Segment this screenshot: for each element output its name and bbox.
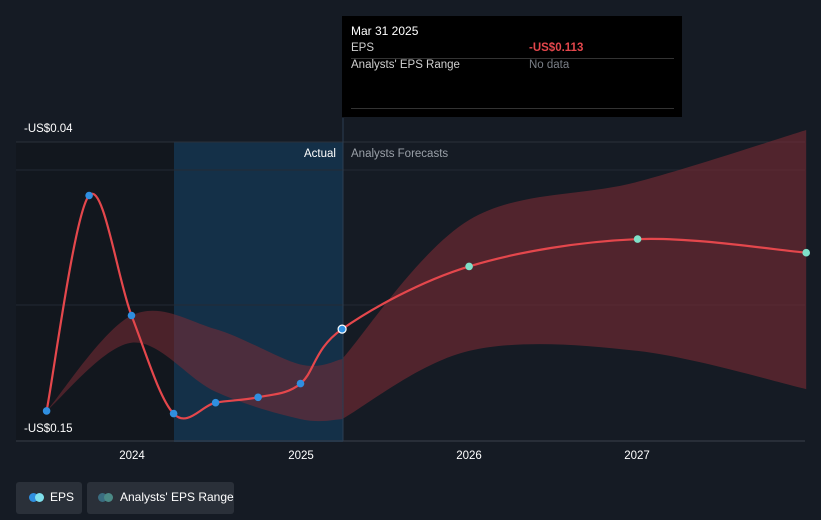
x-tick-2026: 2026 [456,450,482,462]
tooltip-range-label: Analysts' EPS Range [351,59,460,71]
legend-range-label: Analysts' EPS Range [120,490,234,504]
eps-range-area-past [46,310,343,422]
eps-point-9[interactable] [633,235,642,243]
tooltip-eps-value: -US$0.113 [529,42,584,54]
eps-legend-icon [29,493,38,502]
eps-point-0[interactable] [42,407,51,415]
legend-range[interactable]: Analysts' EPS Range [87,482,234,514]
range-legend-icon-2 [104,493,113,502]
eps-range-area-forecast [342,130,807,420]
tooltip-row-eps: EPS -US$0.113 [351,41,674,59]
region-label-forecast: Analysts Forecasts [351,148,449,160]
x-tick-2027: 2027 [624,450,650,462]
eps-legend-icon-2 [35,493,44,502]
eps-point-3[interactable] [169,409,178,418]
x-tick-2025: 2025 [288,450,314,462]
y-label-top: -US$0.04 [24,123,73,135]
tooltip-divider [351,108,674,109]
eps-point-10[interactable] [802,248,810,257]
eps-point-7[interactable] [337,324,347,334]
eps-point-1[interactable] [85,191,93,200]
y-label-bottom: -US$0.15 [24,423,73,435]
tooltip-range-value: No data [529,59,570,71]
past-shade [16,142,174,442]
eps-point-8[interactable] [465,262,473,271]
x-tick-2024: 2024 [119,450,145,462]
tooltip-date: Mar 31 2025 [351,24,419,38]
tooltip: Mar 31 2025 EPS -US$0.113 Analysts' EPS … [342,16,682,117]
tooltip-eps-label: EPS [351,42,375,54]
eps-point-5[interactable] [254,393,262,402]
eps-point-2[interactable] [127,311,136,320]
legend-eps-label: EPS [50,490,75,504]
eps-point-6[interactable] [296,379,305,388]
eps-points [42,191,810,418]
range-legend-icon [98,493,107,502]
eps-point-4[interactable] [211,398,220,407]
region-label-actual: Actual [304,148,336,160]
eps-range-area [46,130,807,422]
tooltip-row-range: Analysts' EPS Range No data [351,58,674,75]
legend-eps[interactable]: EPS [16,482,82,514]
